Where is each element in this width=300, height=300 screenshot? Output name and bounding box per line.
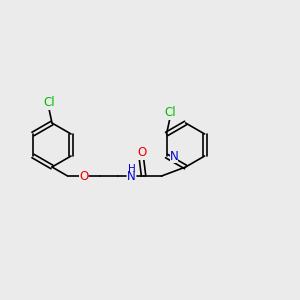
Text: H: H — [128, 164, 136, 174]
Text: O: O — [79, 169, 88, 182]
Text: Cl: Cl — [165, 106, 176, 119]
Text: N: N — [127, 170, 136, 184]
Text: N: N — [169, 149, 178, 163]
Text: Cl: Cl — [43, 97, 55, 110]
Text: O: O — [137, 146, 146, 160]
